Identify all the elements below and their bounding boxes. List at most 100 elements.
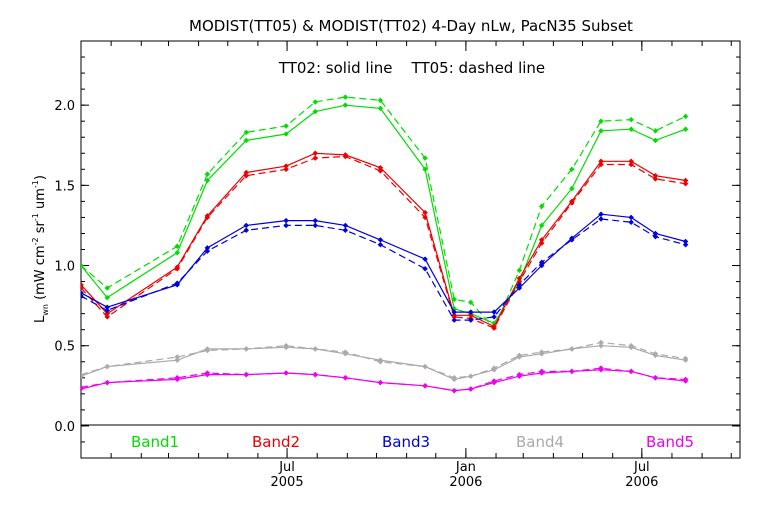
data-point-band2-tt02 (598, 158, 604, 165)
plot-frame (80, 40, 741, 459)
data-point-band2-tt05 (283, 166, 289, 173)
data-point-band2-tt02 (568, 198, 575, 205)
ylabel-main: L (33, 315, 48, 323)
data-point-band1-tt05 (204, 171, 211, 177)
data-point-band1-tt05 (104, 285, 111, 291)
data-point-band1-tt02 (682, 126, 689, 133)
data-point-band5-tt02 (516, 373, 523, 380)
ylabel-units: (mW cm (33, 245, 48, 304)
data-point-band3-tt05 (243, 227, 250, 234)
series-line-band3-tt05 (81, 218, 686, 321)
data-point-band3-tt05 (283, 222, 289, 229)
data-point-band3-tt02 (81, 289, 84, 296)
data-point-band1-tt02 (422, 166, 428, 173)
data-point-band1-tt02 (312, 108, 319, 115)
ylabel-sr: sr (33, 221, 48, 238)
data-point-band1-tt02 (568, 185, 575, 192)
ylabel-sub: wn (41, 304, 50, 316)
legend-entry-band5: Band5 (646, 433, 694, 451)
data-point-band1-tt05 (243, 129, 250, 136)
series-layer (81, 94, 689, 394)
data-point-band1-tt05 (174, 243, 181, 250)
legend: Band1 Band2 Band3 Band4 Band5 (131, 433, 694, 451)
data-point-band4-tt02 (243, 346, 250, 352)
data-point-band3-tt02 (598, 211, 604, 218)
data-point-band1-tt02 (538, 222, 545, 229)
data-point-band3-tt05 (422, 265, 428, 272)
legend-entry-band3: Band3 (382, 433, 430, 451)
data-point-band3-tt02 (451, 309, 458, 315)
data-point-band3-tt02 (422, 256, 428, 262)
data-point-band3-tt05 (451, 317, 458, 323)
data-point-band5-tt02 (628, 368, 634, 375)
data-point-band4-tt02 (377, 357, 384, 364)
ylabel-end: ) (33, 175, 48, 180)
data-point-band1-tt02 (174, 249, 181, 256)
data-point-band4-tt02 (568, 346, 575, 352)
data-point-band5-tt02 (491, 379, 497, 386)
data-point-band3-tt05 (342, 227, 349, 234)
data-point-band5-tt02 (682, 378, 689, 384)
data-point-band5-tt02 (538, 370, 545, 376)
data-point-band2-tt02 (312, 150, 319, 157)
data-point-band3-tt05 (491, 314, 497, 320)
data-point-band2-tt02 (104, 310, 111, 317)
legend-entry-band2: Band2 (252, 433, 300, 451)
series-line-band4-tt05 (81, 341, 686, 379)
y-tick-label: 0.0 (54, 420, 75, 435)
data-point-band1-tt02 (342, 102, 349, 109)
data-point-band5-tt02 (204, 371, 211, 378)
data-point-band1-tt02 (243, 137, 250, 144)
y-axis: 0.0 0.5 1.0 1.5 2.0 (54, 40, 740, 459)
data-point-band2-tt02 (283, 163, 289, 169)
data-point-band5-tt02 (312, 371, 319, 378)
data-point-band2-tt02 (538, 237, 545, 243)
data-point-band4-tt02 (342, 350, 349, 357)
x-tick-year: 2006 (625, 475, 658, 490)
data-point-band3-tt02 (652, 230, 659, 237)
data-point-band1-tt02 (204, 177, 211, 184)
data-point-band4-tt02 (81, 373, 84, 380)
y-tick-label: 1.5 (54, 179, 75, 194)
data-point-band3-tt05 (682, 241, 689, 248)
data-point-band1-tt02 (598, 127, 604, 134)
data-point-band3-tt05 (467, 317, 474, 323)
data-point-band1-tt05 (682, 113, 689, 120)
data-point-band3-tt02 (204, 245, 211, 251)
data-point-band2-tt02 (377, 164, 384, 171)
data-point-band5-tt02 (104, 379, 111, 386)
series-line-band1-tt02 (81, 104, 686, 325)
data-point-band2-tt02 (174, 264, 181, 270)
data-point-band1-tt02 (81, 262, 84, 269)
data-point-band4-tt02 (451, 376, 458, 383)
data-point-band2-tt02 (516, 275, 523, 282)
data-point-band2-tt02 (682, 177, 689, 184)
data-point-band4-tt02 (467, 373, 474, 380)
x-tick-year: 2006 (449, 475, 482, 490)
legend-entry-band1: Band1 (131, 433, 179, 451)
data-point-band1-tt05 (422, 155, 428, 161)
data-point-band4-tt02 (682, 357, 689, 364)
data-point-band3-tt02 (243, 222, 250, 229)
x-tick-month: Jan (455, 460, 476, 475)
series-line-band4-tt02 (81, 345, 686, 381)
data-point-band3-tt05 (652, 233, 659, 240)
data-point-band1-tt05 (312, 99, 319, 105)
data-point-band4-tt02 (538, 350, 545, 357)
data-point-band1-tt05 (516, 267, 523, 274)
data-point-band5-tt02 (598, 366, 604, 373)
data-point-band1-tt02 (377, 105, 384, 112)
data-point-band2-tt05 (682, 180, 689, 187)
data-point-band1-tt05 (283, 123, 289, 129)
data-point-band2-tt02 (204, 212, 211, 219)
data-point-band1-tt05 (538, 203, 545, 210)
legend-entry-band4: Band4 (516, 433, 564, 451)
data-point-band5-tt02 (467, 386, 474, 392)
data-point-band3-tt02 (682, 238, 689, 245)
data-point-band5-tt02 (652, 374, 659, 381)
data-point-band2-tt02 (491, 323, 497, 330)
data-point-band4-tt02 (516, 354, 523, 360)
y-tick-label: 2.0 (54, 99, 75, 114)
